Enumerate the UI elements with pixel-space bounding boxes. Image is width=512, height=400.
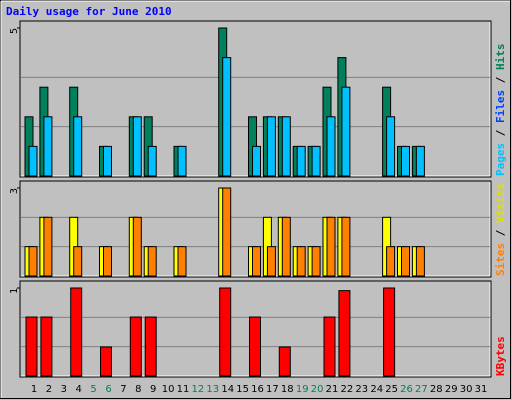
legend-entry: /	[494, 70, 507, 90]
x-tick-label: 23	[355, 384, 368, 395]
x-tick-label: 12	[192, 384, 205, 395]
y-tick-label: 5	[9, 28, 20, 34]
x-tick-label: 8	[135, 384, 141, 395]
bar	[147, 145, 157, 177]
bar	[147, 246, 157, 277]
x-tick-label: 24	[370, 384, 383, 395]
x-tick-label: 30	[460, 384, 473, 395]
x-tick-label: 17	[266, 384, 279, 395]
bar	[252, 145, 261, 177]
bar	[28, 145, 38, 177]
bar	[249, 316, 261, 377]
bar	[100, 346, 112, 377]
bar	[43, 116, 53, 177]
bar	[326, 216, 336, 277]
x-tick-label: 5	[90, 384, 96, 395]
x-tick-label: 3	[61, 384, 67, 395]
x-tick-label: 6	[105, 384, 111, 395]
x-tick-label: 31	[475, 384, 488, 395]
bar	[281, 116, 291, 177]
bar	[281, 216, 291, 277]
bar	[415, 145, 425, 177]
x-tick-label: 9	[150, 384, 156, 395]
x-tick-label: 2	[46, 384, 52, 395]
bar	[311, 145, 321, 177]
x-tick-label: 29	[445, 384, 458, 395]
bar	[278, 346, 291, 377]
legend: KBytes	[494, 336, 507, 376]
chart-title: Daily usage for June 2010	[6, 5, 172, 18]
legend-entry: Visits	[494, 183, 507, 223]
legend-entry: Pages	[494, 143, 507, 176]
bar	[219, 287, 232, 377]
x-tick-label: 21	[326, 384, 339, 395]
bar	[70, 287, 83, 377]
legend-entry: /	[494, 123, 507, 143]
legend: Sites / Visits	[494, 183, 507, 276]
bar	[323, 316, 336, 377]
bar	[266, 246, 276, 277]
x-tick-label: 1	[31, 384, 37, 395]
legend: Pages / Files / Hits	[494, 44, 507, 177]
bar	[103, 145, 112, 177]
bar	[341, 216, 351, 277]
legend-entry: Files	[494, 90, 507, 123]
bar	[28, 246, 38, 277]
bar	[415, 246, 425, 277]
x-tick-label: 28	[430, 384, 443, 395]
x-tick-label: 22	[341, 384, 354, 395]
x-tick-label: 11	[177, 384, 190, 395]
legend-entry: Sites	[494, 243, 507, 276]
bar	[177, 145, 187, 177]
bar	[144, 316, 157, 377]
x-tick-label: 25	[385, 384, 398, 395]
bar	[129, 316, 142, 377]
bar	[326, 116, 336, 177]
bar	[222, 57, 232, 177]
bar	[296, 246, 306, 277]
x-tick-label: 27	[415, 384, 428, 395]
bar	[311, 246, 321, 277]
bar	[383, 287, 396, 377]
bar	[266, 116, 276, 177]
bar	[132, 216, 142, 277]
bar	[296, 145, 306, 177]
bar	[338, 290, 351, 377]
bar	[25, 316, 38, 377]
bar	[222, 187, 232, 277]
y-tick-label: 1	[9, 288, 20, 294]
x-tick-label: 16	[251, 384, 264, 395]
bar	[401, 246, 410, 277]
x-tick-label: 4	[76, 384, 82, 395]
x-tick-label: 15	[236, 384, 249, 395]
x-tick-label: 14	[221, 384, 234, 395]
x-tick-label: 19	[296, 384, 309, 395]
x-tick-label: 20	[311, 384, 324, 395]
bar	[132, 116, 142, 177]
bar	[341, 86, 351, 177]
bar	[73, 246, 83, 277]
legend-entry: Hits	[494, 44, 507, 71]
x-tick-label: 10	[162, 384, 175, 395]
x-tick-label: 7	[120, 384, 126, 395]
bar	[177, 246, 187, 277]
bar	[73, 116, 83, 177]
bar	[103, 246, 112, 277]
x-tick-label: 13	[206, 384, 219, 395]
bar	[401, 145, 410, 177]
x-tick-label: 26	[400, 384, 413, 395]
bar	[43, 216, 53, 277]
bar	[40, 316, 53, 377]
bar	[386, 116, 396, 177]
legend-entry: /	[494, 223, 507, 243]
y-tick-label: 3	[9, 188, 20, 194]
legend-entry: KBytes	[494, 336, 507, 376]
x-tick-label: 18	[281, 384, 294, 395]
bar	[252, 246, 261, 277]
bar	[386, 246, 396, 277]
